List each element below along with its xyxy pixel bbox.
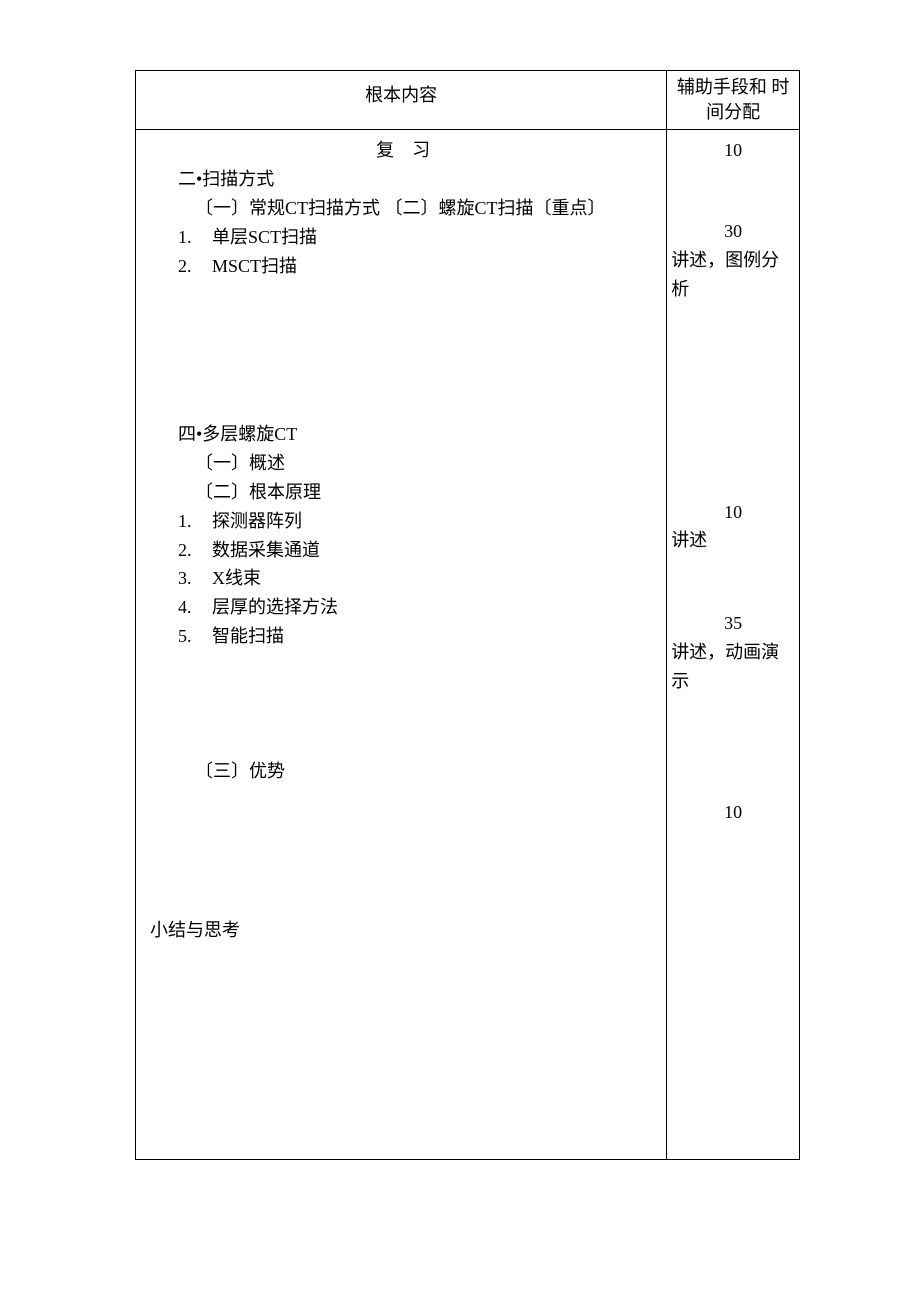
list-num: 2. xyxy=(178,536,212,565)
time-4: 35 xyxy=(671,609,795,638)
spacer xyxy=(671,165,795,217)
table-header-row: 根本内容 辅助手段和 时 间分配 xyxy=(136,71,800,130)
list-num: 3. xyxy=(178,564,212,593)
list-text: X线束 xyxy=(212,568,261,588)
time-1: 10 xyxy=(671,136,795,165)
time-3: 10 xyxy=(671,498,795,527)
section-2-subtitle: 〔一〕常规CT扫描方式 〔二〕螺旋CT扫描〔重点〕 xyxy=(150,194,656,223)
section-4-title: 四•多层螺旋CT xyxy=(150,420,656,449)
section-4-sub3: 〔三〕优势 xyxy=(150,757,656,786)
table-body-row: 复习 二•扫描方式 〔一〕常规CT扫描方式 〔二〕螺旋CT扫描〔重点〕 1.单层… xyxy=(136,130,800,1160)
header-aux: 辅助手段和 时 间分配 xyxy=(667,71,800,130)
list-item: 2.数据采集通道 xyxy=(150,536,656,565)
time-5: 10 xyxy=(671,798,795,827)
list-text: 层厚的选择方法 xyxy=(212,597,338,617)
list-item: 4.层厚的选择方法 xyxy=(150,593,656,622)
spacer xyxy=(671,696,795,798)
list-item: 2.MSCT扫描 xyxy=(150,252,656,281)
list-text: 单层SCT扫描 xyxy=(212,227,317,247)
header-aux-line1: 辅助手段和 时 xyxy=(677,77,790,97)
content-cell: 复习 二•扫描方式 〔一〕常规CT扫描方式 〔二〕螺旋CT扫描〔重点〕 1.单层… xyxy=(136,130,667,1160)
list-num: 1. xyxy=(178,507,212,536)
header-content: 根本内容 xyxy=(136,71,667,130)
aux-cell: 10 30 讲述，图例分析 10 讲述 35 讲述，动画演示 10 xyxy=(667,130,800,1160)
time-2: 30 xyxy=(671,217,795,246)
list-text: MSCT扫描 xyxy=(212,256,297,276)
review-heading: 复习 xyxy=(150,136,656,165)
list-text: 探测器阵列 xyxy=(212,511,302,531)
aux-desc-2: 讲述，图例分析 xyxy=(671,246,795,304)
list-item: 1.探测器阵列 xyxy=(150,507,656,536)
spacer xyxy=(150,280,656,420)
list-num: 4. xyxy=(178,593,212,622)
list-num: 5. xyxy=(178,622,212,651)
list-text: 智能扫描 xyxy=(212,626,284,646)
spacer xyxy=(671,304,795,498)
header-aux-line2: 间分配 xyxy=(706,102,760,122)
list-num: 1. xyxy=(178,223,212,252)
list-text: 数据采集通道 xyxy=(212,540,320,560)
summary-heading: 小结与思考 xyxy=(150,916,656,945)
spacer xyxy=(150,786,656,916)
section-4-sub2: 〔二〕根本原理 xyxy=(150,478,656,507)
spacer xyxy=(150,651,656,757)
header-content-text: 根本内容 xyxy=(365,85,437,105)
section-4-sub1: 〔一〕概述 xyxy=(150,449,656,478)
list-num: 2. xyxy=(178,252,212,281)
section-2-title: 二•扫描方式 xyxy=(150,165,656,194)
list-item: 5.智能扫描 xyxy=(150,622,656,651)
list-item: 1.单层SCT扫描 xyxy=(150,223,656,252)
aux-desc-4: 讲述，动画演示 xyxy=(671,638,795,696)
aux-desc-3: 讲述 xyxy=(671,526,795,555)
list-item: 3.X线束 xyxy=(150,564,656,593)
spacer xyxy=(671,555,795,609)
lesson-plan-table: 根本内容 辅助手段和 时 间分配 复习 二•扫描方式 〔一〕常规CT扫描方式 〔… xyxy=(135,70,800,1160)
